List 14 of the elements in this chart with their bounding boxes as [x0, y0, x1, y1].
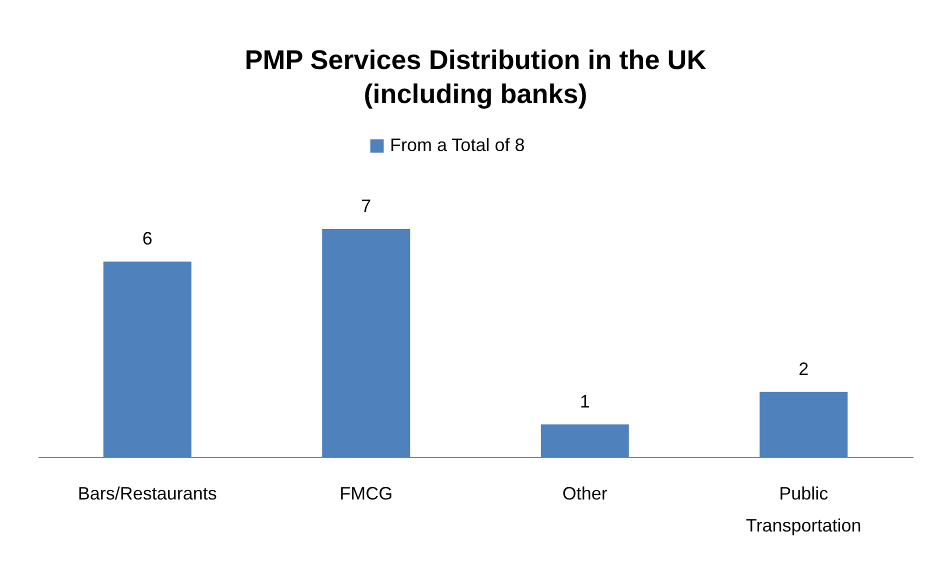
data-label: 2	[798, 358, 809, 379]
bar	[103, 262, 192, 457]
x-tick-label: Other	[562, 484, 608, 504]
data-label: 6	[142, 228, 152, 249]
x-tick-label: Bars/Restaurants	[78, 484, 217, 504]
bar	[540, 424, 629, 457]
x-tick-label: Public Transportation	[746, 484, 862, 536]
legend-label: From a Total of 8	[390, 135, 525, 155]
chart-title: PMP Services Distribution in the UK (including banks)	[244, 45, 707, 109]
data-label: 7	[361, 196, 372, 216]
x-tick-label: FMCG	[340, 484, 393, 504]
data-label: 1	[580, 391, 590, 412]
bar	[760, 392, 848, 457]
bar	[322, 229, 410, 457]
